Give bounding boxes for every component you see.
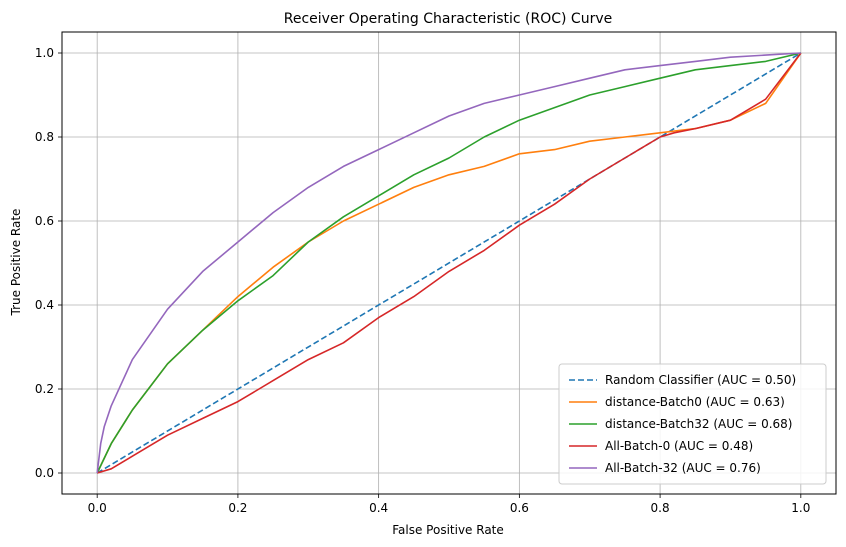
series-line-4 xyxy=(96,52,801,474)
legend-label-4: All-Batch-32 (AUC = 0.76) xyxy=(605,461,761,475)
series-layer xyxy=(96,52,802,474)
series-line-2 xyxy=(96,52,802,474)
y-tick-label: 0.8 xyxy=(35,130,54,144)
series-line-3 xyxy=(96,52,802,474)
x-tick-label: 0.2 xyxy=(228,501,247,515)
chart-title: Receiver Operating Characteristic (ROC) … xyxy=(284,11,613,27)
x-tick-label: 0.4 xyxy=(369,501,388,515)
x-axis-label: False Positive Rate xyxy=(392,523,504,537)
legend: Random Classifier (AUC = 0.50) distance-B… xyxy=(558,363,827,485)
x-tick-label: 0.8 xyxy=(651,501,670,515)
y-tick-label: 1.0 xyxy=(35,46,54,60)
y-tick-label: 0.2 xyxy=(35,382,54,396)
legend-box xyxy=(558,363,827,485)
y-tick-label: 0.4 xyxy=(35,298,54,312)
legend-label-1: distance-Batch0 (AUC = 0.63) xyxy=(605,395,785,409)
axis-ticks: 0.0 0.2 0.4 0.6 0.8 1.0 0.0 0.2 0.4 0.6 0.8 1.0 xyxy=(35,46,810,515)
y-tick-label: 0.0 xyxy=(35,466,54,480)
plot-frame xyxy=(61,31,837,495)
x-tick-label: 1.0 xyxy=(791,501,810,515)
x-tick-label: 0.6 xyxy=(510,501,529,515)
y-tick-label: 0.6 xyxy=(35,214,54,228)
x-tick-label: 0.0 xyxy=(88,501,107,515)
series-line-0 xyxy=(96,52,802,474)
legend-label-0: Random Classifier (AUC = 0.50) xyxy=(605,373,796,387)
y-axis-label: True Positive Rate xyxy=(9,209,23,317)
legend-label-3: All-Batch-0 (AUC = 0.48) xyxy=(605,439,753,453)
legend-label-2: distance-Batch32 (AUC = 0.68) xyxy=(605,417,792,431)
